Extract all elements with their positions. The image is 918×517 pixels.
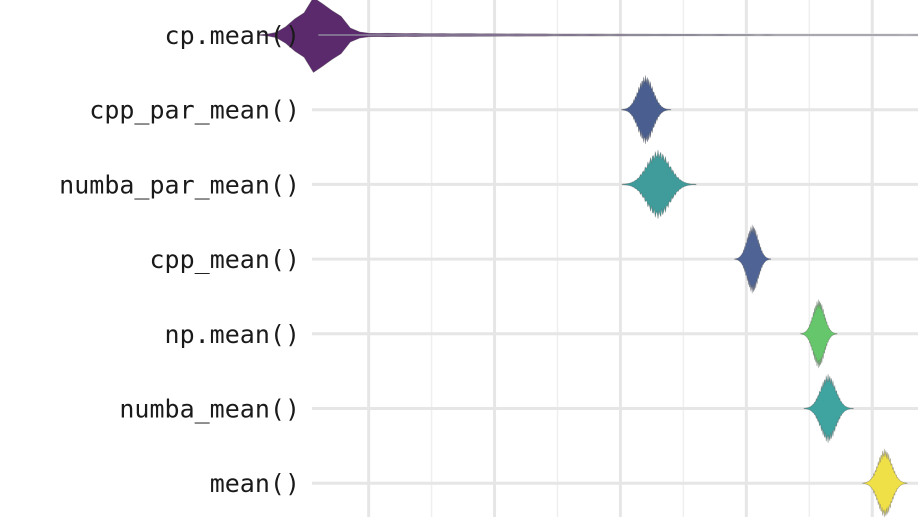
violin-layer: [257, 0, 918, 517]
y-tick-label: cp.mean(): [165, 21, 300, 50]
violin-mark: [800, 299, 838, 369]
y-tick-label: numba_par_mean(): [59, 170, 300, 199]
violin-mark: [621, 75, 672, 145]
violin-mark: [621, 149, 697, 219]
y-tick-label: numba_mean(): [119, 395, 300, 424]
y-tick-label: np.mean(): [165, 320, 300, 349]
violin-mark: [734, 224, 772, 294]
violin-mark: [862, 448, 908, 517]
grid-layer: [312, 0, 918, 517]
y-tick-label: cpp_mean(): [149, 245, 300, 274]
violin-mark: [257, 0, 918, 73]
y-tick-label: mean(): [210, 469, 300, 498]
violin-mark: [803, 374, 854, 443]
y-tick-label: cpp_par_mean(): [89, 96, 300, 125]
y-axis-labels: cp.mean() cpp_par_mean() numba_par_mean()c…: [59, 21, 300, 498]
